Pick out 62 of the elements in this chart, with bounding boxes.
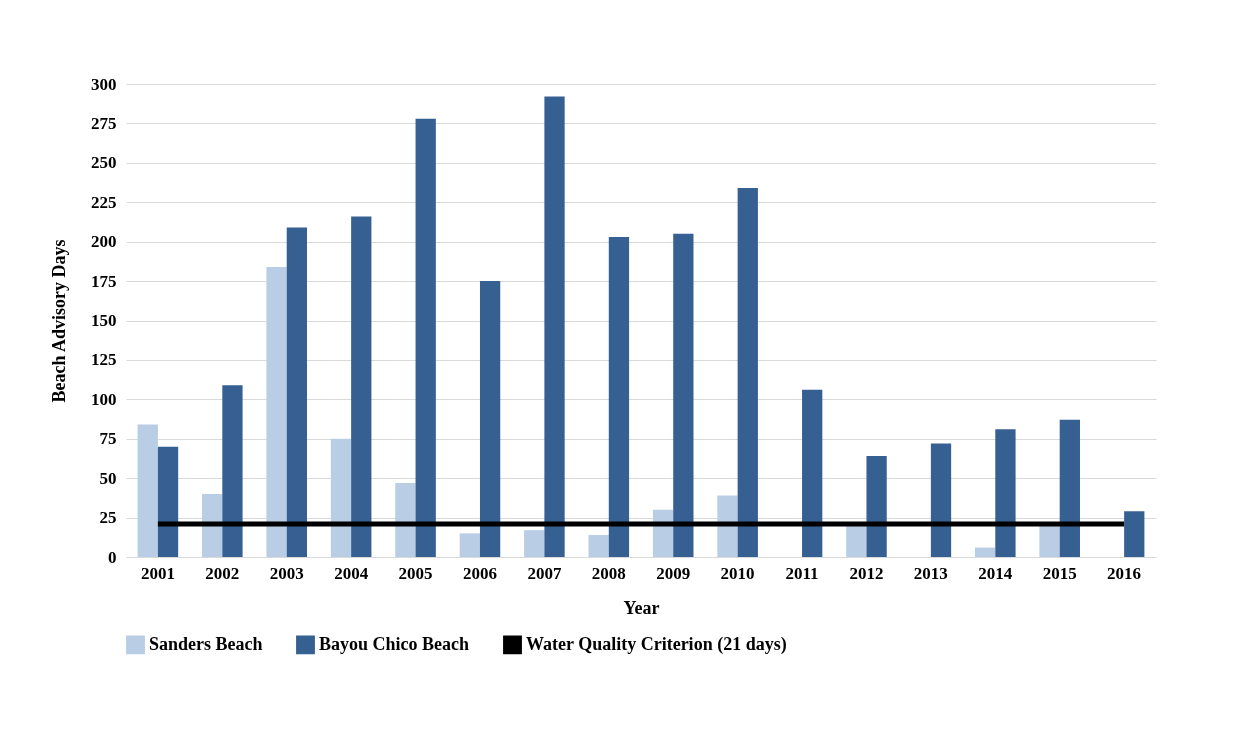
x-tick-label: 2007 <box>527 563 562 583</box>
bar <box>137 424 158 557</box>
bar <box>588 534 609 557</box>
bar <box>524 530 545 557</box>
bar <box>1059 419 1080 557</box>
y-tick-label: 250 <box>91 153 117 173</box>
x-tick-label: 2010 <box>720 563 755 583</box>
bar <box>846 525 867 557</box>
legend-label: Water Quality Criterion (21 days) <box>526 633 787 655</box>
bar <box>737 188 758 557</box>
bar <box>415 118 436 557</box>
y-tick-label: 100 <box>91 389 117 409</box>
y-tick-label: 25 <box>99 508 117 528</box>
x-tick-label: 2008 <box>591 563 626 583</box>
x-tick-label: 2015 <box>1042 563 1077 583</box>
y-tick-label: 50 <box>99 468 117 488</box>
y-tick-label: 225 <box>91 192 117 212</box>
bar <box>608 236 630 557</box>
bar <box>544 96 565 557</box>
y-tick-label: 300 <box>91 74 117 94</box>
y-tick-label: 200 <box>91 232 117 252</box>
x-tick-label: 2013 <box>913 563 948 583</box>
bar <box>802 389 823 557</box>
x-tick-label: 2002 <box>205 563 240 583</box>
bar <box>974 547 996 557</box>
bar <box>286 227 308 557</box>
x-tick-label: 2005 <box>398 563 433 583</box>
y-axis-title: Beach Advisory Days <box>49 239 69 403</box>
bar <box>459 533 480 557</box>
bar <box>222 385 243 557</box>
x-tick-label: 2009 <box>656 563 691 583</box>
x-tick-label: 2012 <box>849 563 884 583</box>
bar <box>1124 511 1145 557</box>
bar <box>673 233 694 557</box>
legend-label: Bayou Chico Beach <box>319 633 470 654</box>
x-tick-label: 2006 <box>462 563 497 583</box>
y-tick-label: 275 <box>91 113 117 133</box>
bar <box>866 456 887 557</box>
bar <box>266 266 287 557</box>
y-tick-label: 175 <box>91 271 117 291</box>
bar <box>995 429 1016 557</box>
legend-label: Sanders Beach <box>149 633 263 654</box>
bar <box>395 482 416 557</box>
bar <box>930 443 952 557</box>
bar <box>1039 525 1060 557</box>
x-tick-label: 2003 <box>269 563 304 583</box>
bar <box>351 216 372 557</box>
bar <box>717 495 738 557</box>
x-axis-title: Year <box>623 597 660 618</box>
y-tick-label: 150 <box>91 311 117 330</box>
y-tick-label: 0 <box>108 547 117 567</box>
y-tick-label: 125 <box>91 350 117 370</box>
bar <box>157 446 179 557</box>
bar <box>202 493 223 557</box>
x-tick-label: 2001 <box>140 563 175 583</box>
bar <box>330 438 352 557</box>
bar <box>479 281 501 557</box>
x-tick-label: 2004 <box>334 563 369 583</box>
x-tick-label: 2014 <box>978 563 1013 583</box>
y-tick-label: 75 <box>99 429 117 449</box>
x-tick-label: 2016 <box>1107 563 1142 583</box>
x-tick-label: 2011 <box>785 563 819 583</box>
